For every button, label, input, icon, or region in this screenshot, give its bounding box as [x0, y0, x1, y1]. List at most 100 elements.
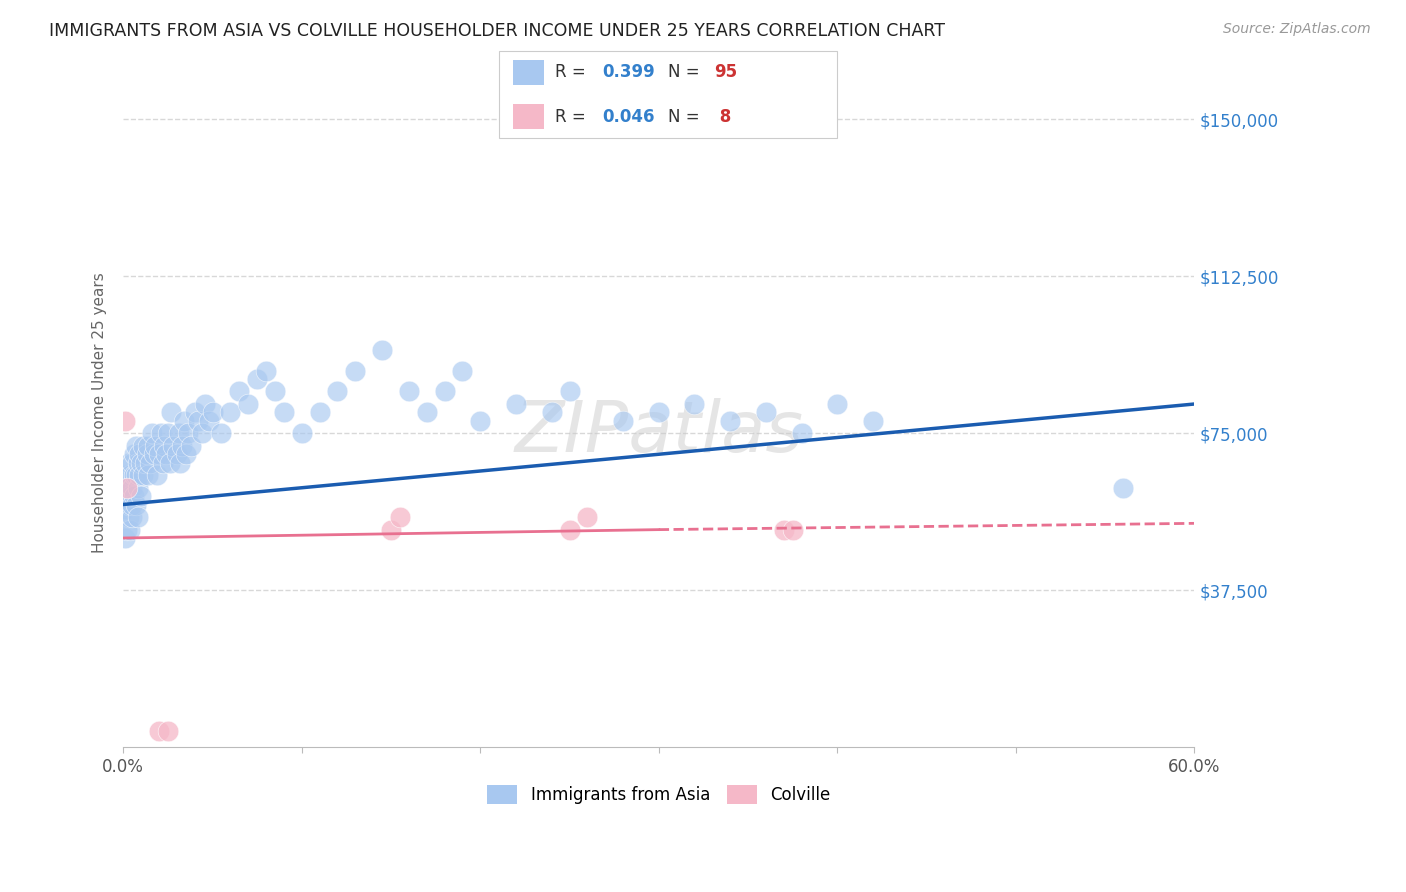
Point — [451, 363, 474, 377]
Text: N =: N = — [668, 108, 704, 126]
Point — [114, 481, 136, 495]
Point — [612, 414, 634, 428]
Point — [139, 456, 162, 470]
Point — [114, 531, 136, 545]
Point — [134, 456, 156, 470]
Point — [115, 523, 138, 537]
Point — [180, 439, 202, 453]
Point — [114, 414, 136, 428]
Point — [558, 523, 581, 537]
Point — [254, 363, 277, 377]
Point — [159, 456, 181, 470]
Point — [191, 426, 214, 441]
Point — [115, 498, 138, 512]
Point — [470, 414, 492, 428]
Point — [121, 498, 143, 512]
Point — [118, 456, 141, 470]
Point — [211, 426, 233, 441]
Point — [683, 397, 706, 411]
Point — [136, 468, 159, 483]
Point — [129, 456, 152, 470]
Point — [398, 384, 420, 399]
Point — [219, 405, 242, 419]
Point — [155, 447, 177, 461]
Point — [187, 414, 209, 428]
Point — [121, 510, 143, 524]
Point — [201, 405, 224, 419]
Point — [132, 468, 155, 483]
Point — [308, 405, 330, 419]
Point — [127, 510, 149, 524]
Text: 0.399: 0.399 — [602, 63, 655, 81]
Point — [183, 405, 205, 419]
Point — [115, 468, 138, 483]
Point — [127, 481, 149, 495]
Point — [718, 414, 741, 428]
Point — [755, 405, 778, 419]
Point — [120, 523, 142, 537]
Point — [648, 405, 671, 419]
Text: 0.046: 0.046 — [602, 108, 654, 126]
Point — [128, 468, 150, 483]
Point — [120, 489, 142, 503]
Point — [129, 489, 152, 503]
Point — [380, 523, 402, 537]
Point — [291, 426, 314, 441]
Point — [156, 723, 179, 738]
Text: R =: R = — [555, 63, 592, 81]
Point — [142, 447, 165, 461]
Point — [558, 384, 581, 399]
Point — [145, 439, 167, 453]
Point — [173, 414, 195, 428]
Point — [246, 372, 269, 386]
Point — [862, 414, 884, 428]
Point — [148, 723, 170, 738]
Point — [132, 439, 155, 453]
Legend: Immigrants from Asia, Colville: Immigrants from Asia, Colville — [479, 777, 838, 813]
Point — [194, 397, 217, 411]
Point — [115, 489, 138, 503]
Point — [228, 384, 250, 399]
Point — [125, 468, 148, 483]
Point — [121, 481, 143, 495]
Point — [146, 468, 169, 483]
Point — [141, 426, 163, 441]
Text: R =: R = — [555, 108, 592, 126]
Text: IMMIGRANTS FROM ASIA VS COLVILLE HOUSEHOLDER INCOME UNDER 25 YEARS CORRELATION C: IMMIGRANTS FROM ASIA VS COLVILLE HOUSEHO… — [49, 22, 945, 40]
Point — [264, 384, 287, 399]
Point — [122, 447, 145, 461]
Point — [149, 426, 172, 441]
Point — [156, 426, 179, 441]
Text: 8: 8 — [714, 108, 731, 126]
Point — [125, 498, 148, 512]
Point — [176, 426, 198, 441]
Point — [371, 343, 394, 357]
Point — [540, 405, 562, 419]
Point — [118, 510, 141, 524]
Text: 95: 95 — [714, 63, 737, 81]
Point — [120, 468, 142, 483]
Point — [114, 501, 136, 516]
Point — [152, 456, 174, 470]
Point — [121, 456, 143, 470]
Point — [790, 426, 813, 441]
Point — [388, 510, 411, 524]
Point — [122, 489, 145, 503]
Y-axis label: Householder Income Under 25 years: Householder Income Under 25 years — [93, 272, 107, 553]
Point — [505, 397, 527, 411]
Point — [576, 510, 599, 524]
Point — [174, 447, 197, 461]
Point — [153, 439, 176, 453]
Point — [115, 481, 138, 495]
Point — [172, 439, 194, 453]
Point — [118, 481, 141, 495]
Point — [118, 498, 141, 512]
Point — [772, 523, 794, 537]
Point — [160, 405, 183, 419]
Point — [238, 397, 260, 411]
Point — [827, 397, 849, 411]
Point — [169, 456, 191, 470]
Text: N =: N = — [668, 63, 704, 81]
Point — [135, 447, 157, 461]
Point — [416, 405, 439, 419]
